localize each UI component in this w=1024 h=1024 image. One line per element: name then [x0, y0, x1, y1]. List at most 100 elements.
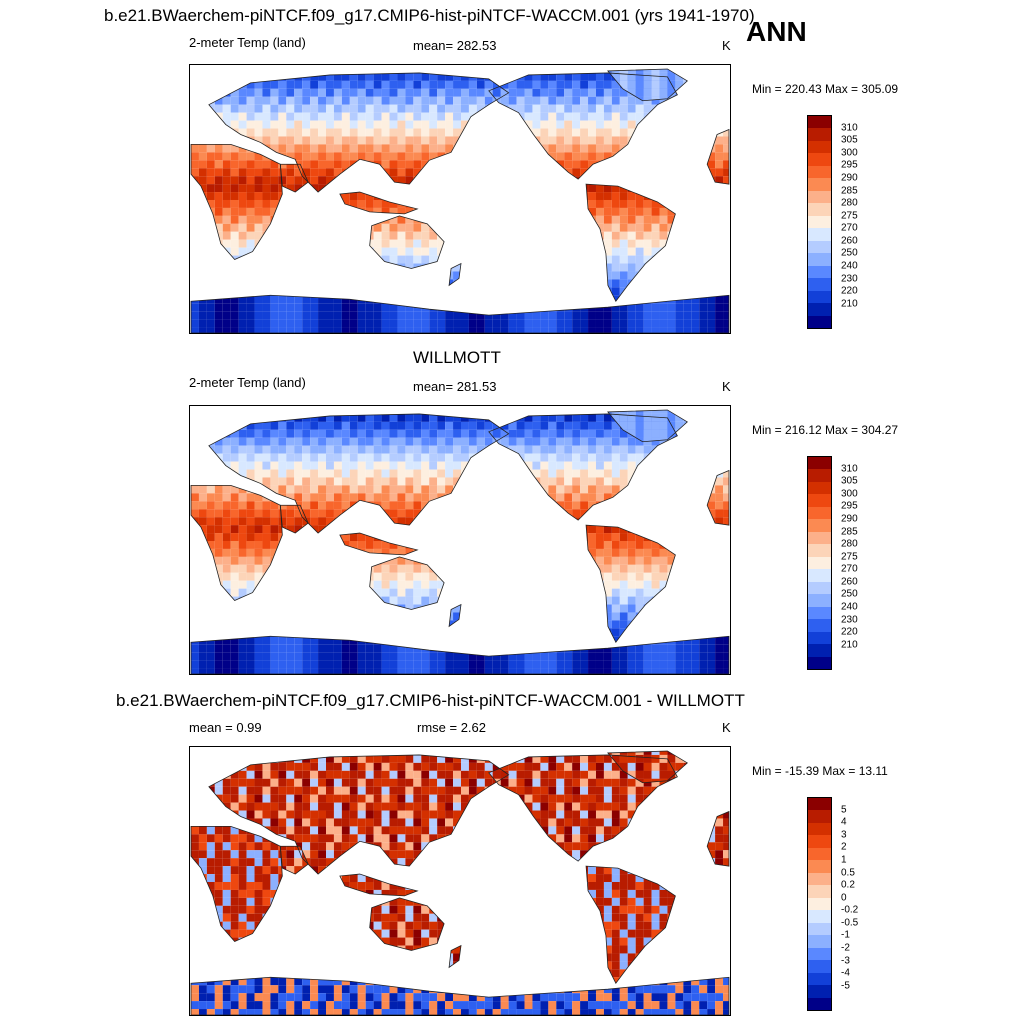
colorbar-swatch [808, 619, 831, 631]
colorbar-swatch [808, 278, 831, 290]
panel3-colorbar [807, 797, 832, 1011]
panel3-rmse: rmse = 2.62 [417, 721, 486, 734]
colorbar-swatch [808, 316, 831, 328]
colorbar-swatch [808, 191, 831, 203]
colorbar-swatch [808, 632, 831, 644]
colorbar-swatch [808, 960, 831, 972]
colorbar-swatch [808, 557, 831, 569]
colorbar-label: 310 [841, 122, 858, 133]
colorbar-label: -4 [841, 968, 850, 979]
colorbar-label: 210 [841, 639, 858, 650]
colorbar-label: 220 [841, 627, 858, 638]
panel1-mean: mean= 282.53 [413, 39, 496, 52]
colorbar-swatch [808, 494, 831, 506]
colorbar-swatch [808, 973, 831, 985]
colorbar-swatch [808, 810, 831, 822]
colorbar-swatch [808, 998, 831, 1010]
map-canvas [190, 747, 730, 1015]
panel1-variable: 2-meter Temp (land) [189, 36, 306, 49]
panel2-map [189, 405, 731, 675]
colorbar-label: 250 [841, 248, 858, 259]
colorbar-swatch [808, 532, 831, 544]
colorbar-swatch [808, 860, 831, 872]
colorbar-label: 275 [841, 551, 858, 562]
colorbar-swatch [808, 898, 831, 910]
map-canvas [190, 406, 730, 674]
colorbar-label: 270 [841, 564, 858, 575]
colorbar-swatch [808, 482, 831, 494]
panel3-units: K [722, 721, 731, 734]
colorbar-label: 310 [841, 463, 858, 474]
panel1-colorbar [807, 115, 832, 329]
colorbar-label: 240 [841, 602, 858, 613]
colorbar-swatch [808, 873, 831, 885]
colorbar-swatch [808, 798, 831, 810]
colorbar-swatch [808, 303, 831, 315]
colorbar-label: 280 [841, 539, 858, 550]
colorbar-label: 285 [841, 185, 858, 196]
colorbar-swatch [808, 607, 831, 619]
colorbar-swatch [808, 644, 831, 656]
panel2-variable: 2-meter Temp (land) [189, 376, 306, 389]
colorbar-swatch [808, 291, 831, 303]
colorbar-label: 270 [841, 223, 858, 234]
colorbar-label: 275 [841, 210, 858, 221]
colorbar-label: 305 [841, 135, 858, 146]
colorbar-swatch [808, 241, 831, 253]
panel3-map [189, 746, 731, 1016]
panel2-colorbar [807, 456, 832, 670]
colorbar-label: 295 [841, 501, 858, 512]
colorbar-swatch [808, 569, 831, 581]
colorbar-swatch [808, 885, 831, 897]
colorbar-label: -1 [841, 930, 850, 941]
colorbar-label: -3 [841, 955, 850, 966]
colorbar-swatch [808, 266, 831, 278]
colorbar-swatch [808, 253, 831, 265]
colorbar-label: 295 [841, 160, 858, 171]
panel3-title: b.e21.BWaerchem-piNTCF.f09_g17.CMIP6-his… [116, 692, 745, 709]
colorbar-swatch [808, 519, 831, 531]
colorbar-swatch [808, 848, 831, 860]
colorbar-label: 230 [841, 273, 858, 284]
panel2-mean: mean= 281.53 [413, 380, 496, 393]
colorbar-swatch [808, 910, 831, 922]
colorbar-swatch [808, 835, 831, 847]
colorbar-swatch [808, 457, 831, 469]
colorbar-label: 2 [841, 842, 847, 853]
panel1-map [189, 64, 731, 334]
colorbar-label: 280 [841, 198, 858, 209]
colorbar-label: 4 [841, 817, 847, 828]
colorbar-swatch [808, 178, 831, 190]
panel2-minmax: Min = 216.12 Max = 304.27 [752, 424, 898, 436]
colorbar-swatch [808, 203, 831, 215]
colorbar-swatch [808, 823, 831, 835]
colorbar-swatch [808, 544, 831, 556]
colorbar-label: 300 [841, 488, 858, 499]
panel1-title: b.e21.BWaerchem-piNTCF.f09_g17.CMIP6-his… [104, 7, 755, 24]
panel2-title: WILLMOTT [413, 349, 501, 366]
panel3-minmax: Min = -15.39 Max = 13.11 [752, 765, 888, 777]
colorbar-swatch [808, 582, 831, 594]
colorbar-swatch [808, 948, 831, 960]
colorbar-swatch [808, 985, 831, 997]
colorbar-label: 5 [841, 804, 847, 815]
colorbar-label: 260 [841, 576, 858, 587]
colorbar-label: 290 [841, 513, 858, 524]
colorbar-swatch [808, 469, 831, 481]
colorbar-label: 230 [841, 614, 858, 625]
colorbar-swatch [808, 594, 831, 606]
colorbar-label: -5 [841, 980, 850, 991]
colorbar-label: 0 [841, 892, 847, 903]
colorbar-label: 260 [841, 235, 858, 246]
colorbar-label: 210 [841, 298, 858, 309]
colorbar-label: 290 [841, 172, 858, 183]
colorbar-label: 0.2 [841, 880, 855, 891]
colorbar-swatch [808, 228, 831, 240]
colorbar-label: 250 [841, 589, 858, 600]
colorbar-swatch [808, 153, 831, 165]
colorbar-label: 0.5 [841, 867, 855, 878]
panel1-minmax: Min = 220.43 Max = 305.09 [752, 83, 898, 95]
colorbar-swatch [808, 128, 831, 140]
colorbar-label: -0.5 [841, 917, 858, 928]
colorbar-label: -0.2 [841, 905, 858, 916]
